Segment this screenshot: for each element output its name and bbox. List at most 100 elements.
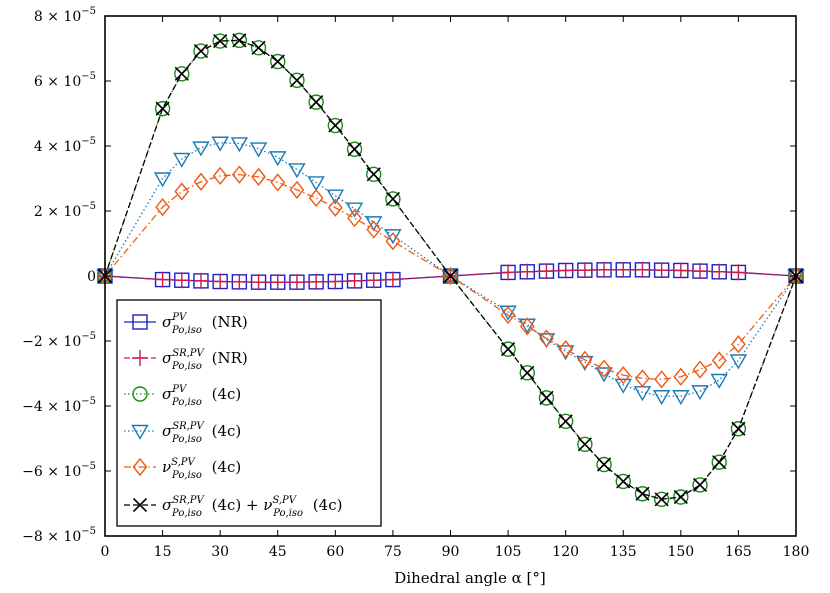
data-point	[537, 333, 556, 349]
data-point	[173, 272, 190, 289]
y-tick-label: 6 × 10−5	[34, 71, 96, 90]
data-point	[634, 261, 651, 278]
data-point	[250, 40, 267, 56]
data-point	[153, 172, 172, 188]
data-point	[654, 492, 669, 507]
data-point	[653, 262, 670, 279]
data-point	[538, 390, 555, 406]
y-tick-label: 8 × 10−5	[34, 6, 96, 25]
data-point	[692, 477, 708, 493]
data-point	[249, 142, 268, 158]
data-point	[385, 191, 401, 207]
data-point	[327, 117, 344, 134]
data-point	[635, 486, 650, 501]
y-tick-label: −4 × 10−5	[22, 396, 96, 415]
legend-marker	[132, 457, 148, 477]
legend-item-2: σPV Po,iso (4c)	[124, 384, 241, 408]
legend-item-5: σSR,PV Po,iso (4c) + νS,PV Po,iso (4c)	[124, 495, 342, 519]
data-point	[501, 342, 516, 357]
data-point	[520, 365, 535, 380]
x-tick-label: 15	[154, 544, 172, 560]
data-point	[347, 209, 362, 228]
data-point	[327, 273, 344, 290]
data-point	[309, 95, 324, 110]
data-point	[384, 229, 402, 245]
data-point	[365, 216, 383, 232]
data-point	[731, 421, 746, 436]
data-point	[673, 489, 688, 505]
data-point	[289, 73, 305, 88]
legend-label: σPV Po,iso (NR)	[162, 312, 248, 336]
x-tick-label: 165	[725, 544, 752, 560]
data-point	[558, 340, 574, 359]
data-point	[614, 378, 632, 394]
data-point	[308, 94, 324, 110]
data-point	[711, 263, 728, 280]
data-point	[539, 329, 554, 348]
data-point	[346, 141, 363, 157]
data-point	[308, 188, 324, 208]
data-point	[672, 262, 689, 279]
data-point	[174, 182, 190, 201]
data-point	[211, 136, 229, 152]
data-point	[251, 40, 266, 55]
data-point	[672, 390, 690, 406]
legend-marker	[132, 386, 148, 402]
data-point	[633, 386, 652, 402]
data-point	[558, 414, 573, 429]
data-point	[231, 273, 248, 290]
y-tick-label: 4 × 10−5	[34, 136, 96, 155]
data-point	[615, 261, 632, 278]
data-point	[251, 167, 266, 186]
data-point	[230, 137, 249, 153]
legend-item-4: νS,PV Po,iso (4c)	[124, 457, 241, 481]
data-point	[441, 269, 460, 285]
data-point	[634, 486, 651, 502]
data-point	[192, 272, 209, 289]
y-tick-label: 0	[87, 269, 96, 285]
data-point	[270, 53, 286, 70]
data-point	[615, 473, 631, 490]
data-point	[347, 142, 362, 157]
x-tick-label: 135	[610, 544, 637, 560]
data-point	[326, 189, 345, 205]
x-tick-label: 90	[442, 544, 460, 560]
data-point	[577, 350, 593, 369]
data-point	[385, 191, 400, 207]
data-point	[615, 366, 631, 385]
data-point	[288, 274, 305, 291]
data-point	[327, 198, 343, 217]
data-point	[308, 273, 325, 290]
data-point	[174, 66, 190, 82]
data-point	[193, 43, 209, 59]
legend-marker	[132, 350, 148, 366]
y-tick-label: −6 × 10−5	[22, 461, 96, 480]
data-point	[557, 262, 574, 279]
data-point	[712, 455, 727, 470]
data-point	[692, 477, 708, 493]
data-point	[691, 385, 709, 401]
data-point	[232, 33, 247, 48]
legend-label: σSR,PV Po,iso (4c)	[162, 421, 241, 445]
data-point	[443, 268, 458, 284]
y-tick-label: −8 × 10−5	[22, 526, 96, 545]
data-point	[328, 118, 343, 133]
data-point	[711, 454, 727, 470]
data-point	[289, 72, 305, 89]
data-point	[519, 263, 536, 280]
x-tick-label: 0	[101, 544, 110, 560]
data-point	[212, 166, 228, 186]
data-point	[730, 421, 747, 437]
legend-marker	[132, 497, 148, 513]
legend-label: νS,PV Po,iso (4c)	[263, 495, 342, 519]
data-point	[155, 197, 170, 217]
data-point	[443, 266, 458, 286]
data-point	[193, 172, 209, 191]
data-point	[596, 261, 613, 278]
data-point	[193, 44, 209, 59]
data-point	[269, 274, 286, 291]
legend-label: σSR,PV Po,iso (4c) +	[162, 495, 259, 519]
data-point	[385, 232, 401, 251]
data-point	[635, 369, 650, 388]
